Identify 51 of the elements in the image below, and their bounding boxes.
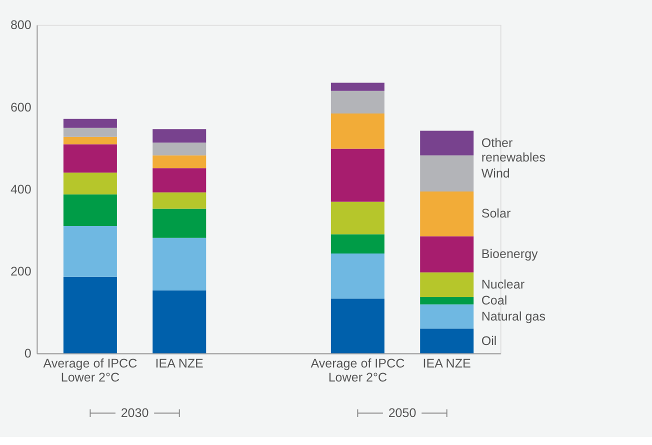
text: 2030 — [120, 406, 149, 420]
bar — [330, 234, 384, 254]
bar — [330, 90, 384, 114]
bar — [63, 144, 117, 173]
bar — [63, 118, 117, 128]
y-tick-label: 400 — [10, 182, 32, 196]
y-tick-label: 200 — [10, 264, 32, 278]
y-tick-label: 600 — [10, 100, 32, 114]
bar — [330, 253, 384, 299]
bar — [152, 155, 206, 168]
y-tick-label: 0 — [24, 346, 32, 361]
x-tick-label: Average of IPCC Lower 2°C — [310, 356, 405, 385]
bar — [63, 194, 117, 226]
bar — [330, 148, 384, 202]
bar — [420, 155, 474, 192]
bar — [152, 192, 206, 209]
series-label: Coal — [481, 294, 508, 308]
series-label: Solar — [481, 206, 511, 221]
series-label: Natural gas — [481, 309, 546, 324]
bar — [420, 272, 474, 298]
bar — [420, 192, 474, 236]
bar — [330, 202, 384, 234]
bar — [152, 290, 206, 354]
bar — [63, 172, 117, 194]
bar — [420, 304, 474, 329]
bar — [330, 114, 384, 149]
bar — [420, 297, 474, 304]
bar — [152, 168, 206, 192]
series-label: Oil — [481, 334, 497, 348]
bar — [152, 238, 206, 290]
text: 2050 — [388, 406, 416, 420]
series-label: Bioenergy — [481, 247, 539, 262]
x-tick-label: Average of IPCC Lower 2°C — [43, 356, 138, 385]
bar — [420, 236, 474, 272]
bar — [63, 136, 117, 144]
bar — [63, 226, 117, 277]
x-tick-label: IEA NZE — [422, 356, 471, 370]
bar — [152, 142, 206, 156]
x-tick-label: IEA NZE — [155, 356, 204, 370]
bar — [63, 128, 117, 137]
bar — [420, 130, 474, 156]
bar — [152, 208, 206, 238]
bar — [152, 129, 206, 143]
bar — [63, 276, 117, 354]
bar — [330, 82, 384, 91]
y-tick-label: 800 — [10, 18, 32, 32]
series-label: Nuclear — [481, 278, 525, 292]
bar — [330, 298, 384, 354]
series-label: Other renewables — [481, 136, 546, 164]
bar — [420, 328, 474, 354]
series-label: Wind — [481, 166, 510, 180]
